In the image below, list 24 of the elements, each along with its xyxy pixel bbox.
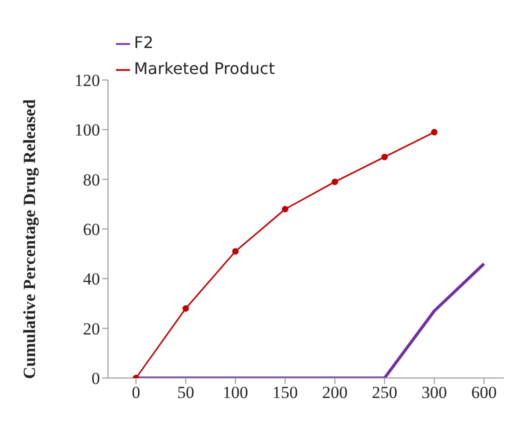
y-tick-label: 20 <box>83 319 100 338</box>
point <box>381 154 388 160</box>
x-tick-label: 250 <box>372 383 398 402</box>
y-tick-label: 60 <box>83 220 100 240</box>
x-tick-label: 200 <box>322 383 348 402</box>
x-tick-label: 0 <box>132 383 140 402</box>
x-tick-label: 100 <box>222 383 248 402</box>
legend-label: F2 <box>134 33 154 52</box>
point <box>431 128 438 136</box>
point <box>182 305 189 312</box>
point <box>232 248 239 255</box>
x-tick-label: 600 <box>471 383 497 402</box>
y-tick-label: 100 <box>74 120 100 140</box>
legend-label: Marketed Product <box>134 59 275 78</box>
point <box>282 206 288 212</box>
y-tick-label: 80 <box>83 170 100 190</box>
x-tick-label: 150 <box>272 383 298 402</box>
y-tick-label: 0 <box>92 369 100 388</box>
point <box>332 178 338 186</box>
y-tick-label: 120 <box>74 71 100 90</box>
y-axis-title: Cumulative Percentage Drug Released <box>20 98 40 379</box>
x-tick-label: 50 <box>177 383 194 402</box>
y-tick-label: 40 <box>83 270 100 289</box>
x-tick-label: 300 <box>422 383 448 402</box>
